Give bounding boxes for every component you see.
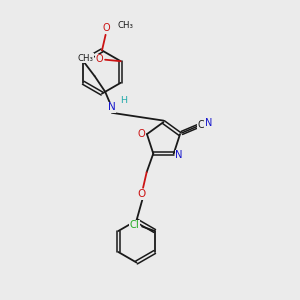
Text: H: H: [120, 96, 127, 105]
Text: N: N: [205, 118, 212, 128]
Text: N: N: [176, 150, 183, 161]
Text: O: O: [138, 129, 146, 139]
Text: O: O: [95, 54, 103, 64]
Text: O: O: [138, 189, 146, 200]
Text: O: O: [103, 23, 111, 33]
Text: CH₃: CH₃: [118, 21, 134, 30]
Text: Cl: Cl: [129, 220, 139, 230]
Text: C: C: [197, 120, 204, 130]
Text: CH₃: CH₃: [77, 54, 93, 63]
Text: N: N: [108, 102, 116, 112]
